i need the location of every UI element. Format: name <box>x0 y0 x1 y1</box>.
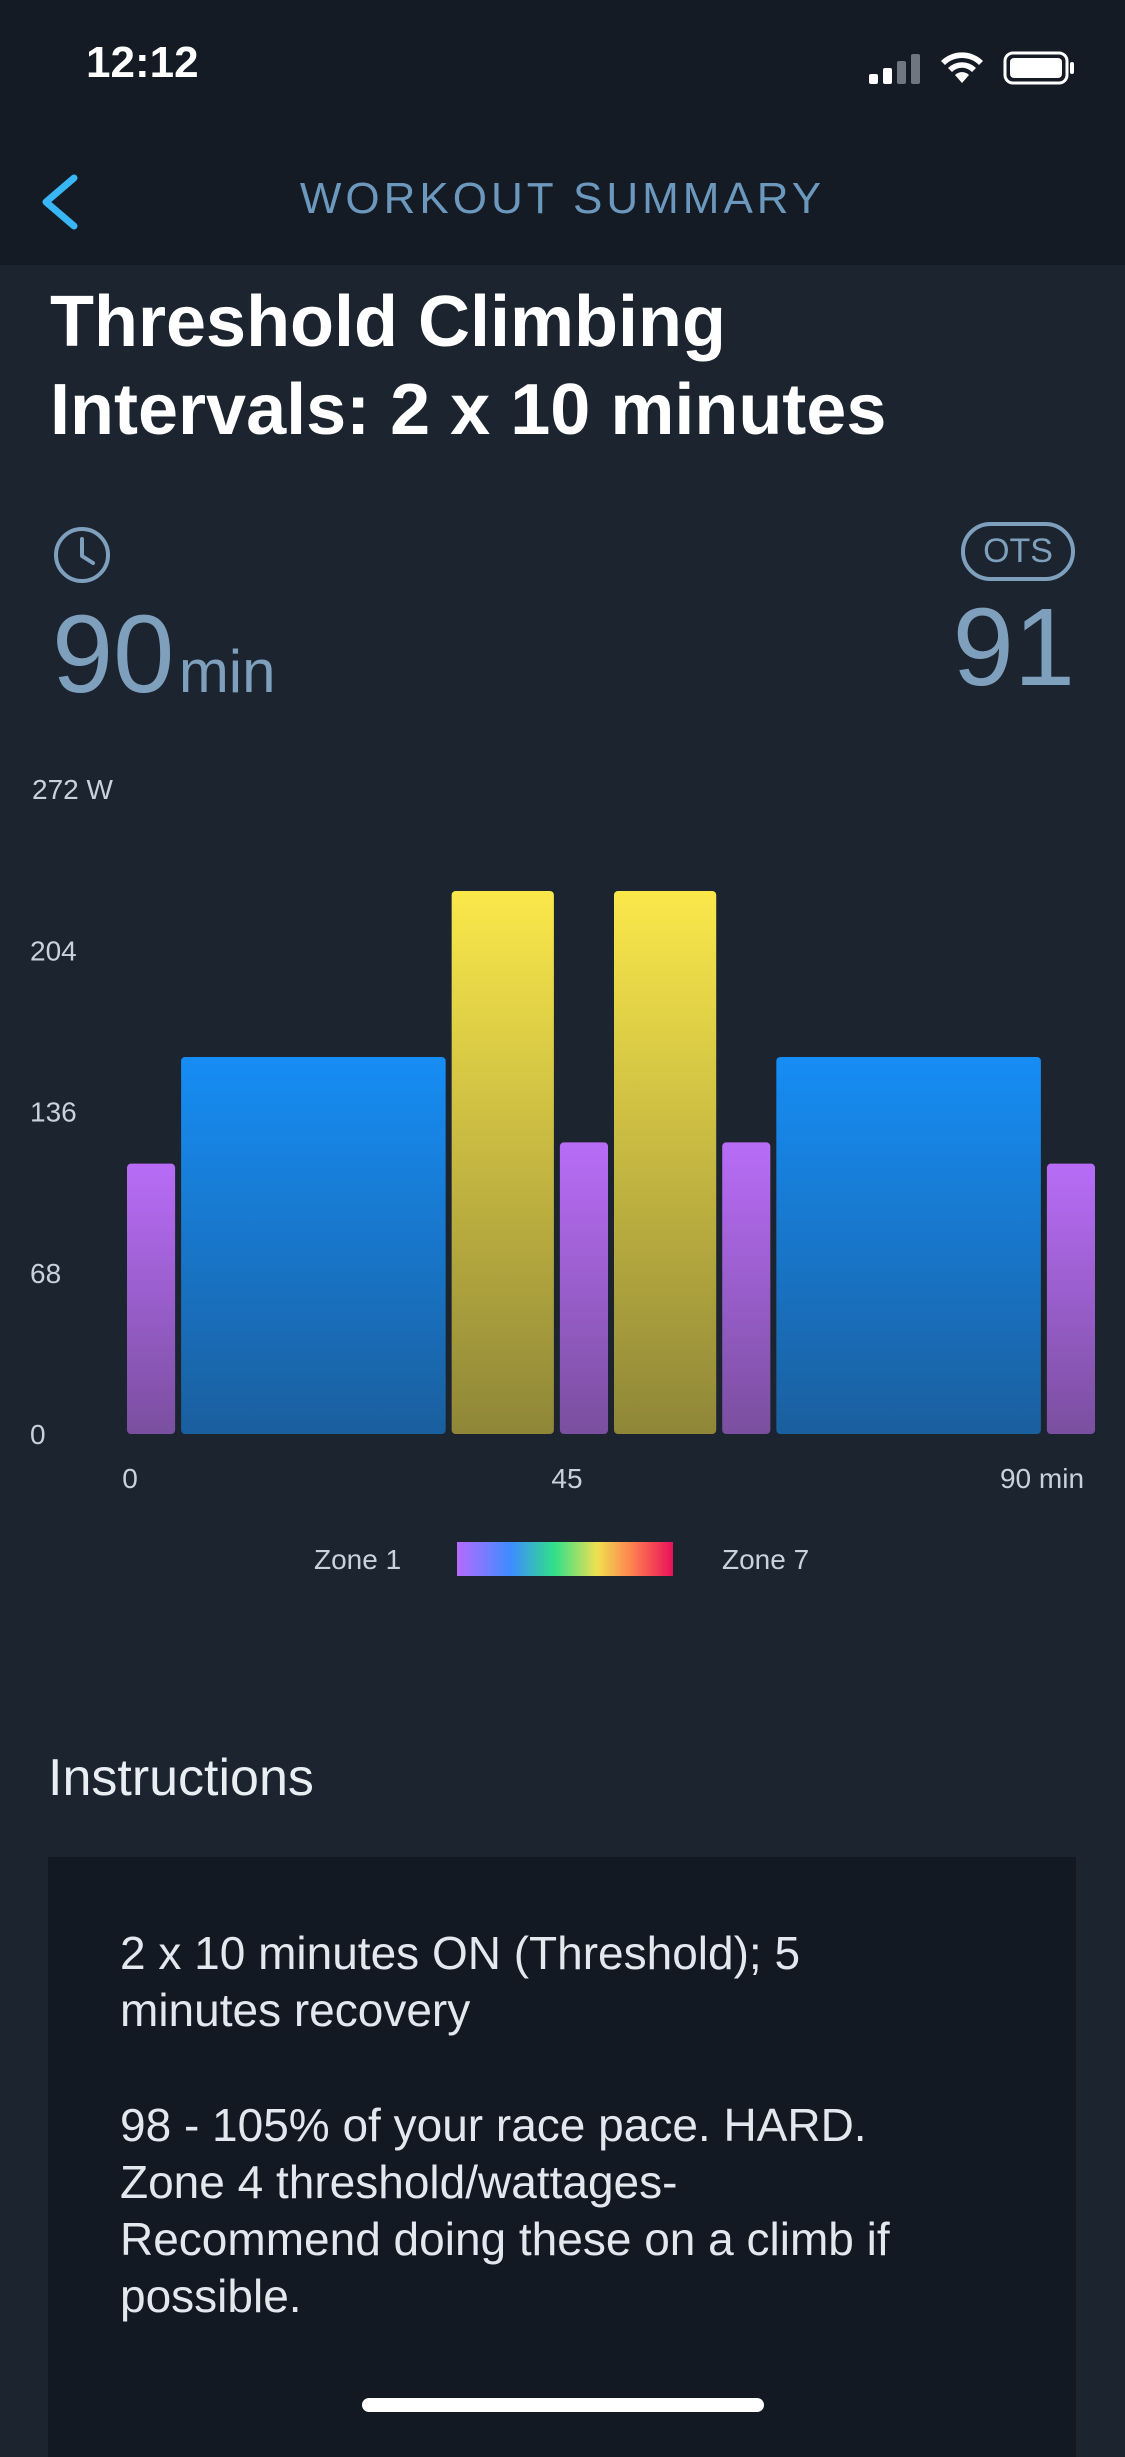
x-tick-label: 90 min <box>1000 1463 1084 1494</box>
x-tick-label: 45 <box>551 1463 582 1494</box>
duration-unit: min <box>178 638 276 705</box>
interval-bar <box>776 1056 1041 1434</box>
status-bar: 12:12 <box>0 0 1125 140</box>
interval-bar <box>1046 1163 1095 1434</box>
legend-max-label: Zone 7 <box>722 1544 810 1575</box>
battery-icon <box>1003 51 1074 85</box>
interval-bar <box>451 890 554 1434</box>
interval-bar <box>614 890 717 1434</box>
zone-legend: Zone 1 Zone 7 <box>0 1540 1125 1580</box>
instructions-line: possible. <box>120 2270 302 2322</box>
status-time: 12:12 <box>86 38 199 87</box>
back-chevron-icon[interactable] <box>36 162 96 242</box>
y-tick-label: 68 <box>30 1258 61 1289</box>
cellular-signal-icon <box>869 54 920 84</box>
y-tick-label: 204 <box>30 935 77 966</box>
workout-title-line2: Intervals: 2 x 10 minutes <box>50 370 887 450</box>
y-tick-label: 272 W <box>32 774 113 805</box>
nav-bar: WORKOUT SUMMARY <box>0 140 1125 265</box>
instructions-paragraph-2: 98 - 105% of your race pace. HARD. Zone … <box>120 2097 980 2325</box>
instructions-line: 98 - 105% of your race pace. HARD. <box>120 2099 867 2151</box>
interval-bar <box>181 1056 446 1434</box>
y-tick-label: 0 <box>30 1419 46 1450</box>
interval-bar <box>722 1142 771 1434</box>
instructions-paragraph-1: 2 x 10 minutes ON (Threshold); 5 minutes… <box>120 1925 980 2039</box>
workout-title: Threshold Climbing Intervals: 2 x 10 min… <box>50 278 1070 454</box>
interval-bar <box>127 1163 176 1434</box>
instructions-line: minutes recovery <box>120 1984 471 2036</box>
instructions-line: 2 x 10 minutes ON (Threshold); 5 <box>120 1927 801 1979</box>
duration-value: 90 <box>52 593 175 716</box>
home-indicator[interactable] <box>362 2398 764 2412</box>
nav-title: WORKOUT SUMMARY <box>299 174 826 223</box>
y-tick-label: 136 <box>30 1097 77 1128</box>
instructions-card <box>48 1857 1076 2457</box>
ots-stat: OTS 91 <box>953 522 1075 703</box>
status-icons <box>869 48 1077 88</box>
workout-title-line1: Threshold Climbing <box>50 282 726 362</box>
instructions-line: Zone 4 threshold/wattages- <box>120 2156 678 2208</box>
zone-gradient-bar <box>457 1542 673 1576</box>
interval-bar <box>559 1142 608 1434</box>
ots-badge: OTS <box>961 522 1075 581</box>
instructions-line: Recommend doing these on a climb if <box>120 2213 890 2265</box>
legend-min-label: Zone 1 <box>314 1544 402 1575</box>
ots-value: 91 <box>952 586 1075 709</box>
wifi-icon <box>941 52 983 83</box>
duration-stat: 90 min <box>52 525 276 710</box>
workout-power-chart: 272 W 204 136 68 0 0 45 90 min <box>30 774 1095 1494</box>
instructions-heading: Instructions <box>48 1749 314 1807</box>
clock-icon <box>54 527 110 583</box>
x-tick-label: 0 <box>122 1463 138 1494</box>
